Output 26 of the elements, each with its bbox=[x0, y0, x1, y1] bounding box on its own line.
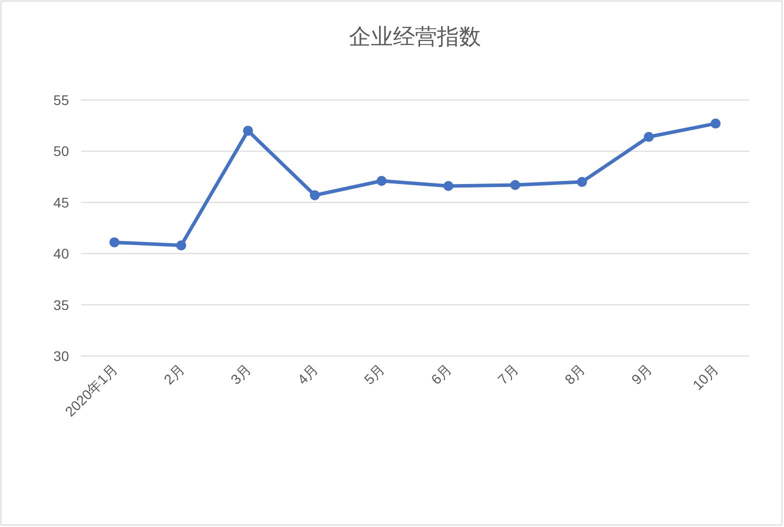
point bbox=[577, 176, 587, 187]
y-tick-label: 30 bbox=[53, 348, 70, 364]
x-tick-label: 4月 bbox=[294, 360, 321, 388]
point bbox=[243, 126, 253, 136]
point bbox=[443, 181, 454, 192]
x-tick-label: 7月 bbox=[494, 360, 522, 388]
y-tick-label: 35 bbox=[53, 296, 70, 313]
x-tick-label: 2月 bbox=[160, 360, 188, 388]
point bbox=[710, 118, 721, 129]
x-tick-label: 5月 bbox=[360, 360, 388, 388]
point bbox=[644, 132, 654, 142]
point bbox=[376, 176, 387, 186]
x-tick-label: 3月 bbox=[227, 360, 254, 388]
x-tick-label: 10月 bbox=[689, 360, 722, 394]
title: 企业经营指数 bbox=[349, 24, 481, 49]
x-tick-label: 8月 bbox=[561, 360, 588, 388]
x-tick-label: 9月 bbox=[628, 360, 655, 388]
point bbox=[176, 240, 186, 250]
point bbox=[310, 190, 320, 200]
y-tick-label: 50 bbox=[53, 143, 70, 160]
y-tick-label: 55 bbox=[53, 92, 70, 108]
y-tick-label: 40 bbox=[53, 246, 70, 262]
y-tick-label: 45 bbox=[53, 194, 70, 210]
point bbox=[510, 180, 520, 190]
point bbox=[109, 237, 120, 248]
x-tick-label: 6月 bbox=[428, 360, 455, 388]
